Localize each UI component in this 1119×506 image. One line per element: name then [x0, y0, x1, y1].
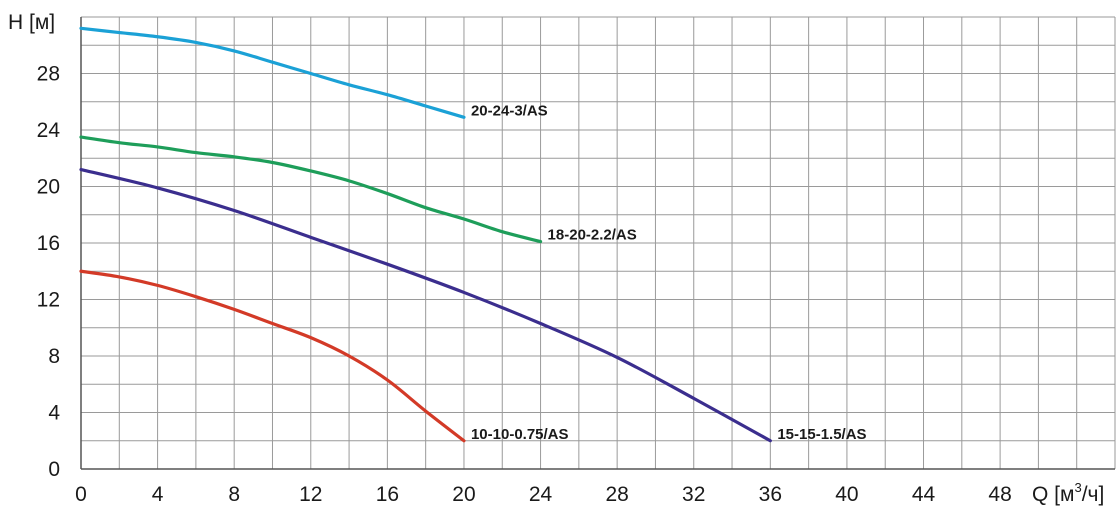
x-axis-title-superscript: 3	[1074, 480, 1081, 495]
series-label-18-20-2-2-as: 18-20-2.2/AS	[548, 227, 637, 244]
series-curve-15-15-1-5-as	[79, 167, 772, 443]
series-curves	[79, 26, 772, 443]
x-axis-title-tail: /ч]	[1082, 483, 1105, 506]
series-labels: 20-24-3/AS 18-20-2.2/AS 15-15-1.5/AS 10-10-…	[471, 102, 867, 442]
x-tick-label: 16	[376, 483, 399, 506]
y-axis-title: H [м]	[8, 11, 55, 34]
x-axis-title: Q [м3/ч]	[1032, 480, 1104, 506]
y-tick-label: 16	[37, 232, 60, 255]
series-label-20-24-3-as: 20-24-3/AS	[471, 102, 548, 119]
x-tick-label: 8	[228, 483, 240, 506]
x-tick-label: 0	[75, 483, 87, 506]
series-curve-10-10-0-75-as	[79, 269, 466, 443]
y-tick-label: 0	[48, 458, 60, 481]
x-tick-labels: 0 4 8 12 16 20 24 28 32 36 40 44 48	[75, 483, 1012, 506]
series-label-10-10-0-75-as: 10-10-0.75/AS	[471, 426, 569, 443]
x-tick-label: 36	[759, 483, 782, 506]
x-tick-label: 20	[452, 483, 475, 506]
series-curve-18-20-2-2-as	[79, 135, 543, 244]
x-tick-label: 48	[988, 483, 1011, 506]
x-tick-label: 4	[152, 483, 164, 506]
x-axis-title-main: Q [м	[1032, 483, 1074, 506]
x-tick-label: 24	[529, 483, 553, 506]
y-tick-label: 12	[37, 289, 60, 312]
series-label-15-15-1-5-as: 15-15-1.5/AS	[777, 426, 866, 443]
x-tick-label: 40	[835, 483, 858, 506]
x-tick-label: 12	[299, 483, 322, 506]
y-tick-label: 4	[48, 402, 60, 425]
x-tick-label: 32	[682, 483, 705, 506]
x-tick-label: 44	[912, 483, 936, 506]
y-tick-label: 24	[37, 119, 61, 142]
y-tick-label: 20	[37, 176, 60, 199]
x-tick-label: 28	[605, 483, 628, 506]
series-curve-20-24-3-as	[79, 26, 466, 119]
axes	[80, 17, 1115, 470]
y-tick-labels: 0 4 8 12 16 20 24 28	[37, 63, 61, 482]
y-tick-label: 28	[37, 63, 60, 86]
y-tick-label: 8	[48, 345, 60, 368]
